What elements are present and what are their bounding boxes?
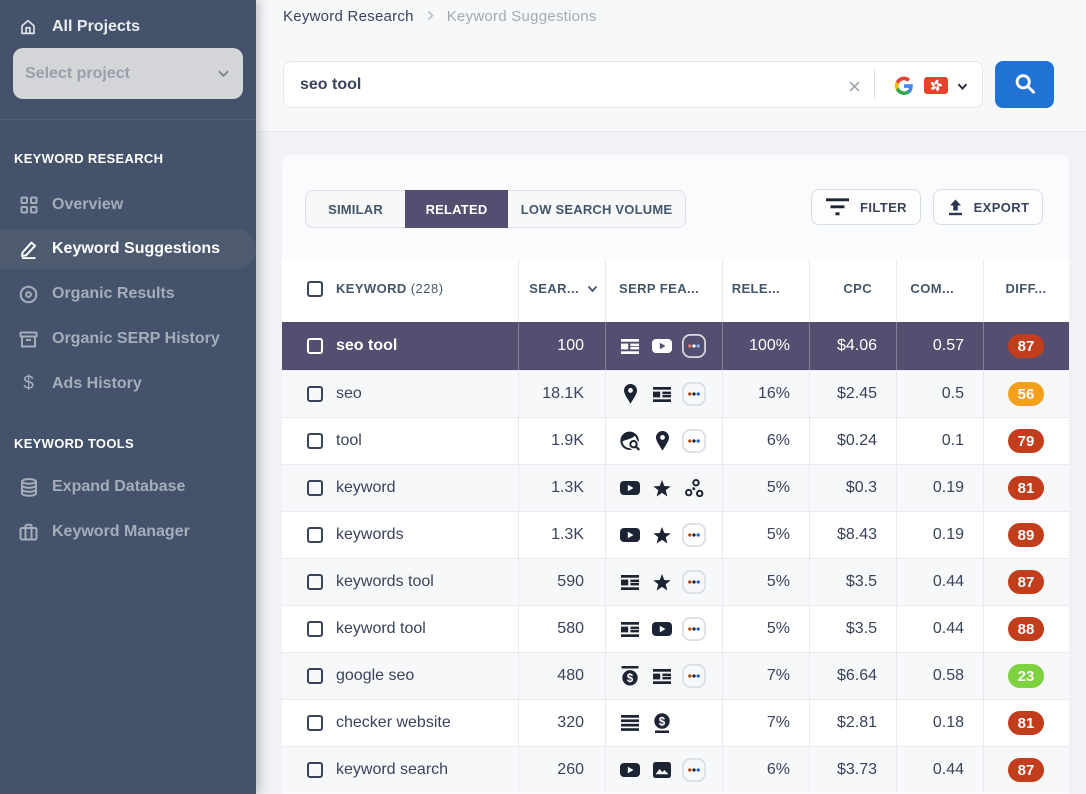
svg-text:$: $: [627, 673, 634, 685]
svg-text:$: $: [659, 716, 666, 728]
